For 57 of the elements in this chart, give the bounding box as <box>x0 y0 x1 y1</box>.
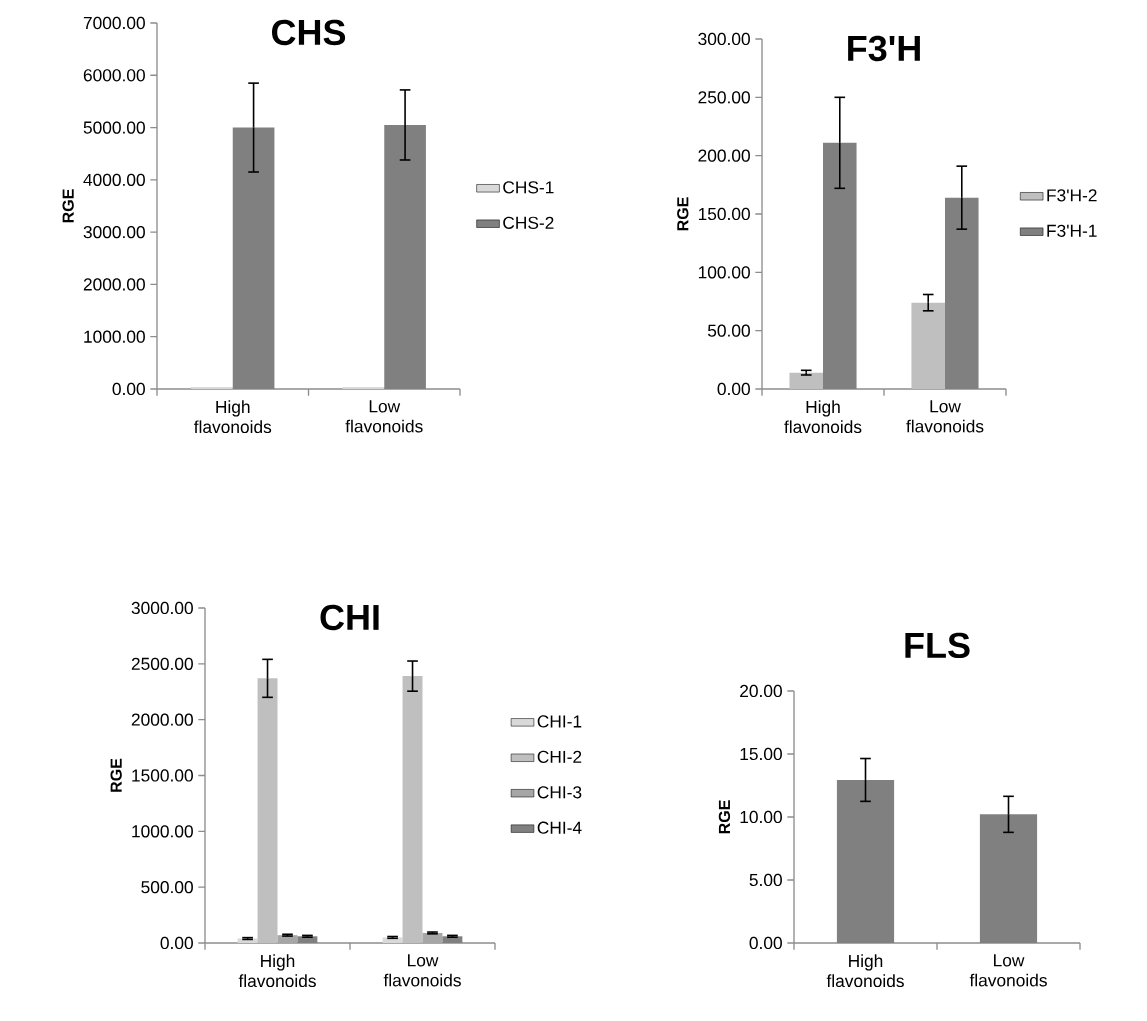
y-tick-label: 3000.00 <box>131 601 193 615</box>
legend-label: CHI-2 <box>537 750 582 763</box>
y-tick-label: 1000.00 <box>84 330 145 343</box>
y-tick-label: 2000.00 <box>131 713 193 726</box>
y-tick-label: 7000.00 <box>83 16 145 30</box>
bar <box>789 372 823 389</box>
y-tick-label: 2500.00 <box>131 657 193 670</box>
chart-title: FLS <box>905 632 970 659</box>
y-tick-label: 0.00 <box>160 936 193 950</box>
y-tick-label: 2000.00 <box>83 278 145 291</box>
y-axis-title: RGE <box>718 800 731 834</box>
bar <box>191 386 233 389</box>
legend-label: CHS-1 <box>503 181 554 194</box>
y-axis-title: RGE <box>110 758 122 792</box>
x-tick-label: High flavonoids <box>826 954 904 988</box>
y-tick-label: 500.00 <box>141 881 193 894</box>
y-tick-label: 200.00 <box>698 149 750 162</box>
x-tick-label: Low flavonoids <box>906 400 984 433</box>
y-tick-label: 10.00 <box>740 810 782 824</box>
bar <box>257 678 278 943</box>
bar <box>342 386 385 389</box>
y-tick-label: 4000.00 <box>83 173 145 186</box>
chart-title: CHI <box>320 604 379 631</box>
x-tick-label: Low flavonoids <box>969 954 1047 987</box>
y-tick-label: 15.00 <box>740 747 782 761</box>
legend-label: CHI-3 <box>537 786 582 799</box>
y-tick-label: 20.00 <box>740 684 782 698</box>
y-tick-label: 50.00 <box>707 324 750 337</box>
chart-title: F3'H <box>848 35 920 62</box>
y-tick-label: 1000.00 <box>132 825 193 838</box>
y-tick-label: 250.00 <box>698 91 750 104</box>
y-tick-label: 6000.00 <box>83 69 145 82</box>
y-tick-label: 0.00 <box>717 382 750 396</box>
bar <box>911 302 945 389</box>
x-tick-label: Low flavonoids <box>383 954 461 987</box>
y-tick-label: 5.00 <box>749 873 782 887</box>
x-tick-label: Low flavonoids <box>345 400 423 433</box>
y-axis-title: RGE <box>62 189 74 223</box>
y-tick-label: 0.00 <box>112 382 145 396</box>
y-axis-title: RGE <box>677 197 689 231</box>
y-tick-label: 3000.00 <box>83 225 145 239</box>
y-tick-label: 0.00 <box>749 936 782 950</box>
y-tick-label: 300.00 <box>698 32 750 46</box>
y-tick-label: 100.00 <box>698 266 750 279</box>
x-tick-label: High flavonoids <box>784 400 862 434</box>
legend-label: F3'H-2 <box>1047 189 1097 202</box>
legend-label: CHI-1 <box>537 715 582 728</box>
x-tick-label: High flavonoids <box>193 400 272 434</box>
y-tick-label: 150.00 <box>698 207 750 221</box>
y-tick-label: 1500.00 <box>132 769 193 782</box>
x-tick-label: High flavonoids <box>238 954 316 988</box>
chart-title: CHS <box>271 19 346 46</box>
legend-label: CHI-4 <box>537 821 582 834</box>
y-tick-label: 5000.00 <box>83 121 145 134</box>
legend-label: CHS-2 <box>503 216 554 229</box>
legend-label: F3'H-1 <box>1047 224 1097 237</box>
bar <box>402 676 423 943</box>
